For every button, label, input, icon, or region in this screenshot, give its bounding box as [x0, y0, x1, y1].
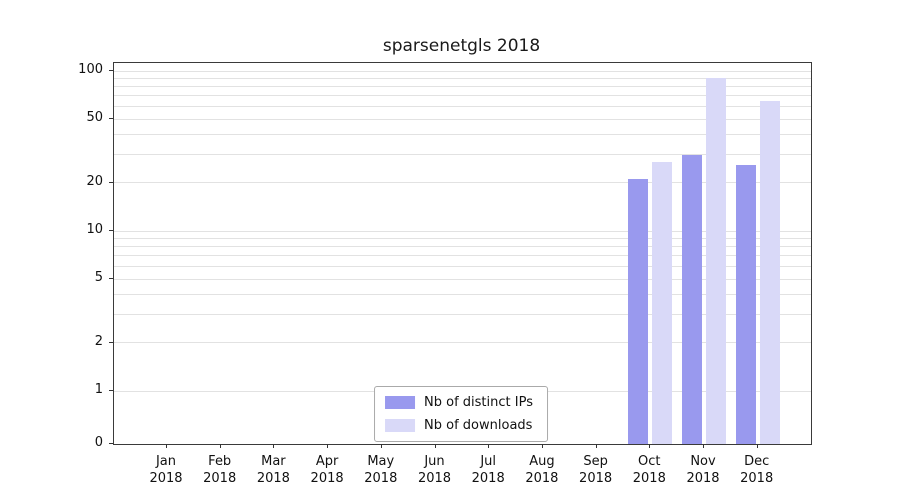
gridline [114, 266, 811, 267]
y-tick-mark [109, 341, 113, 343]
y-tick-mark [109, 230, 113, 231]
x-tick-mark [380, 444, 382, 448]
gridline [114, 134, 811, 136]
x-tick-year: 2018 [740, 471, 774, 486]
x-tick-mark [273, 444, 275, 448]
gridline [114, 86, 811, 88]
gridline [114, 278, 811, 280]
x-tick-mark [541, 444, 543, 448]
gridline [114, 154, 811, 156]
x-tick-month: Dec [744, 454, 770, 469]
x-tick-year: 2018 [579, 471, 613, 486]
gridline [114, 255, 811, 257]
x-tick-month: Aug [529, 454, 555, 469]
x-tick-label-jul: Jul 2018 [456, 453, 520, 487]
x-tick-label-apr: Apr 2018 [295, 453, 359, 487]
gridline [114, 106, 811, 107]
x-tick-month: Jul [480, 454, 497, 469]
y-tick-label: 5 [94, 270, 103, 286]
x-tick-label-aug: Aug 2018 [510, 453, 574, 487]
x-tick-label-feb: Feb 2018 [188, 453, 252, 487]
x-tick-month: May [367, 454, 395, 469]
x-tick-year: 2018 [364, 471, 398, 486]
y-tick-label: 2 [94, 333, 103, 349]
x-tick-month: Jun [424, 454, 445, 469]
x-tick-year: 2018 [417, 471, 452, 486]
y-tick-mark [109, 118, 113, 120]
legend: Nb of distinct IPs Nb of downloads [374, 386, 548, 442]
x-tick-label-nov: Nov 2018 [671, 453, 735, 487]
y-tick-mark [109, 443, 113, 444]
x-tick-mark [595, 444, 597, 448]
plot-area [113, 62, 812, 445]
y-tick-label: 100 [78, 62, 103, 77]
y-tick-label: 0 [94, 435, 103, 450]
x-tick-mark [219, 444, 221, 448]
x-tick-year: 2018 [632, 471, 666, 486]
x-tick-year: 2018 [310, 471, 344, 486]
y-tick-label: 20 [86, 173, 103, 189]
legend-swatch [385, 419, 416, 432]
x-tick-mark [327, 444, 329, 448]
x-tick-month: Feb [208, 454, 232, 469]
y-tick-mark [109, 278, 113, 280]
y-tick-mark [109, 70, 113, 71]
y-tick-label: 10 [86, 222, 103, 237]
x-tick-label-jan: Jan 2018 [134, 453, 198, 487]
bar-downloads-oct [652, 161, 673, 444]
legend-label: Nb of distinct IPs [424, 395, 533, 410]
gridline [114, 182, 811, 184]
x-tick-month: Nov [690, 454, 716, 469]
x-tick-year: 2018 [686, 471, 720, 486]
x-tick-label-sep: Sep 2018 [564, 453, 628, 487]
gridline [114, 294, 811, 296]
bar-distinct-ips-nov [682, 154, 702, 444]
x-tick-label-jun: Jun 2018 [403, 453, 467, 487]
x-tick-year: 2018 [149, 471, 183, 486]
bar-downloads-dec [759, 100, 780, 444]
bar-distinct-ips-dec [735, 164, 756, 444]
gridline [114, 237, 811, 239]
gridline [114, 118, 811, 120]
legend-swatch [385, 396, 416, 409]
legend-entry-distinct-ips: Nb of distinct IPs [385, 395, 533, 410]
x-tick-mark [166, 444, 167, 448]
gridline [114, 246, 811, 248]
x-tick-month: Apr [315, 454, 339, 469]
gridline [114, 314, 811, 316]
x-tick-year: 2018 [525, 471, 559, 486]
x-tick-year: 2018 [471, 471, 505, 486]
x-tick-month: Mar [261, 454, 286, 469]
gridline [114, 342, 811, 344]
gridline [114, 230, 811, 232]
legend-label: Nb of downloads [424, 418, 533, 433]
x-tick-year: 2018 [203, 471, 237, 486]
chart-title: sparsenetgls 2018 [382, 36, 541, 56]
y-tick-mark [109, 181, 113, 183]
x-tick-month: Jan [155, 454, 177, 469]
gridline [114, 95, 811, 97]
x-tick-mark [649, 444, 651, 448]
y-tick-mark [109, 390, 113, 391]
x-tick-label-mar: Mar 2018 [241, 453, 305, 487]
bar-distinct-ips-oct [628, 179, 649, 444]
y-tick-label: 1 [94, 382, 103, 397]
x-tick-label-dec: Dec 2018 [725, 453, 789, 487]
gridline [114, 77, 811, 79]
x-tick-month: Oct [638, 454, 661, 469]
x-tick-mark [703, 444, 704, 448]
x-tick-year: 2018 [256, 471, 290, 486]
legend-entry-downloads: Nb of downloads [385, 418, 533, 433]
x-tick-mark [434, 444, 436, 448]
x-tick-mark [488, 444, 490, 448]
x-tick-month: Sep [583, 454, 608, 469]
y-tick-label: 50 [86, 110, 103, 126]
x-tick-mark [756, 444, 758, 448]
bar-downloads-nov [706, 78, 726, 444]
x-tick-label-oct: Oct 2018 [617, 453, 681, 487]
gridline [114, 70, 811, 72]
x-tick-label-may: May 2018 [349, 453, 413, 487]
